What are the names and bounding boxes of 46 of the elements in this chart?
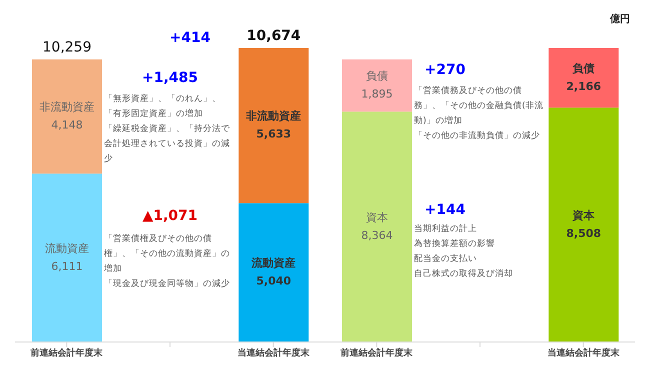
annotation: 自己株式の取得及び消却 bbox=[414, 268, 514, 281]
bar bbox=[342, 112, 412, 342]
bar bbox=[238, 203, 309, 342]
bar bbox=[32, 174, 102, 342]
bar bbox=[548, 108, 619, 342]
series-label: 流動資産 bbox=[45, 242, 89, 255]
series-label: 負債 bbox=[366, 70, 388, 83]
series-label: 資本 bbox=[366, 210, 388, 224]
x-tick-label: 前連結会計年度末 bbox=[340, 347, 414, 358]
data-label: 5,633 bbox=[256, 128, 292, 141]
data-label: 8,364 bbox=[361, 228, 393, 242]
annotation: 「その他の非流動負債」の減少 bbox=[414, 130, 541, 143]
annotation: 当期利益の計上 bbox=[414, 222, 478, 236]
bar bbox=[32, 59, 102, 174]
total-label: 10,674 bbox=[246, 28, 301, 44]
x-tick-label: 当連結会計年度末 bbox=[237, 347, 310, 358]
text: 資本 bbox=[572, 208, 595, 222]
data-label: 2,166 bbox=[566, 80, 602, 93]
total-label: 10,259 bbox=[42, 39, 92, 56]
data-label: 6,111 bbox=[51, 260, 83, 273]
x-tick-label: 前連結会計年度末 bbox=[30, 347, 104, 358]
bar bbox=[548, 48, 619, 108]
annotation: +1,485 bbox=[140, 70, 199, 86]
annotation: +270 bbox=[424, 62, 466, 78]
annotation: 「営業債権及びその他の債権」、「その他の流動資産」の増加 bbox=[104, 233, 231, 276]
text: 億円 bbox=[608, 12, 631, 26]
annotation: ▲1,071 bbox=[141, 208, 199, 224]
annotation: 「営業債務及びその他の債務」、「その他の金融負債(非流動)」の増加 bbox=[414, 85, 544, 128]
annotation: 「繰延税金資産」、「持分法で会計処理されている投資」の減少 bbox=[104, 122, 231, 166]
data-label: 4,148 bbox=[51, 118, 83, 132]
annotation: +144 bbox=[424, 202, 466, 218]
data-label: 8,508 bbox=[566, 226, 602, 240]
text: 流動資産 bbox=[252, 256, 296, 270]
text: +414 bbox=[168, 30, 212, 46]
text: 負債 bbox=[572, 62, 595, 75]
annotation: 配当金の支払い bbox=[414, 253, 478, 266]
bar bbox=[342, 59, 412, 112]
annotation: 「無形資産」、「のれん」、「有形固定資産」の増加 bbox=[104, 92, 222, 121]
text: 非流動資産 bbox=[246, 110, 302, 123]
bar bbox=[238, 48, 309, 204]
series-label: 非流動資産 bbox=[40, 100, 94, 114]
annotation: 為替換算差額の影響 bbox=[414, 238, 496, 251]
data-label: 5,040 bbox=[256, 274, 292, 288]
x-tick-label: 当連結会計年度末 bbox=[547, 347, 620, 358]
annotation: 「現金及び現金同等物」の減少 bbox=[104, 278, 231, 291]
data-label: 1,895 bbox=[361, 88, 393, 101]
